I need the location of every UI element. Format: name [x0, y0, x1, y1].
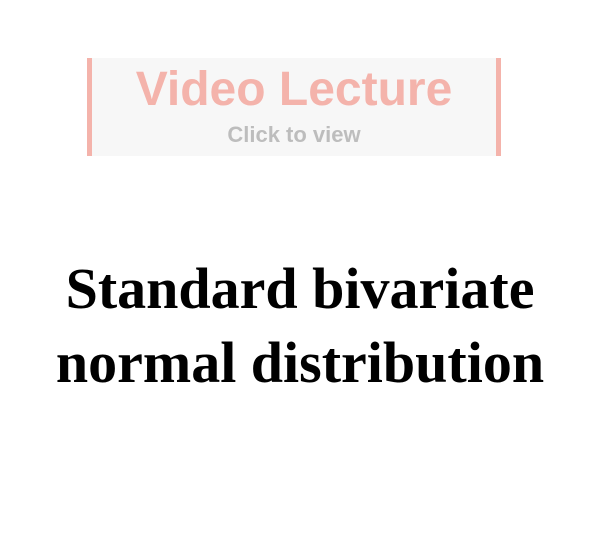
page-title-line-1: Standard bivariate [65, 256, 535, 321]
video-lecture-link[interactable]: Video Lecture Click to view [87, 58, 501, 156]
click-to-view-label: Click to view [227, 122, 361, 147]
page-title: Standard bivariate normal distribution [0, 252, 600, 400]
page-title-line-2: normal distribution [55, 330, 545, 395]
video-lecture-title: Video Lecture [135, 63, 453, 116]
